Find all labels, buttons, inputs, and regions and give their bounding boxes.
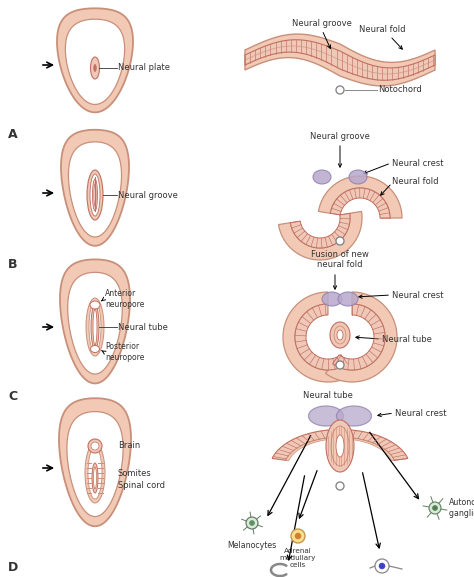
Polygon shape — [291, 213, 350, 248]
Text: Neural crest: Neural crest — [392, 290, 444, 299]
Polygon shape — [272, 429, 408, 460]
Polygon shape — [60, 260, 130, 384]
Circle shape — [336, 361, 344, 369]
Circle shape — [295, 533, 301, 539]
Ellipse shape — [334, 326, 346, 344]
Text: Neural tube: Neural tube — [303, 391, 353, 400]
Polygon shape — [67, 411, 123, 516]
Ellipse shape — [92, 179, 98, 211]
Ellipse shape — [91, 305, 99, 349]
Text: Neural groove: Neural groove — [118, 190, 178, 200]
Text: Somites: Somites — [118, 469, 152, 478]
Text: Fusion of new
neural fold: Fusion of new neural fold — [311, 250, 369, 269]
Text: Melanocytes: Melanocytes — [228, 541, 277, 550]
Ellipse shape — [338, 292, 358, 306]
Text: Posterior
neuropore: Posterior neuropore — [105, 342, 145, 362]
Text: Neural fold: Neural fold — [392, 177, 438, 185]
Text: Anterior
neuropore: Anterior neuropore — [105, 289, 145, 309]
Text: Notochord: Notochord — [378, 85, 422, 95]
Ellipse shape — [87, 170, 103, 220]
Ellipse shape — [93, 467, 97, 489]
Ellipse shape — [90, 301, 100, 309]
Circle shape — [375, 559, 389, 573]
Text: A: A — [8, 128, 18, 141]
Ellipse shape — [92, 463, 98, 493]
Ellipse shape — [337, 330, 343, 340]
Circle shape — [379, 563, 385, 569]
Ellipse shape — [313, 170, 331, 184]
Polygon shape — [283, 292, 355, 382]
Text: Autonomic
ganglion cells: Autonomic ganglion cells — [449, 499, 474, 518]
Circle shape — [246, 517, 258, 529]
Polygon shape — [245, 40, 435, 80]
Ellipse shape — [331, 426, 349, 466]
Polygon shape — [65, 19, 125, 104]
Text: Spinal cord: Spinal cord — [118, 481, 165, 490]
Ellipse shape — [88, 447, 102, 499]
Text: Neural crest: Neural crest — [395, 409, 447, 418]
Text: Brain: Brain — [118, 441, 140, 451]
Ellipse shape — [336, 435, 344, 457]
Polygon shape — [57, 8, 133, 113]
Text: C: C — [8, 390, 17, 403]
Polygon shape — [333, 304, 385, 370]
Polygon shape — [330, 188, 390, 218]
Polygon shape — [68, 142, 121, 237]
Ellipse shape — [88, 439, 102, 453]
Polygon shape — [319, 176, 402, 218]
Circle shape — [432, 505, 438, 511]
Polygon shape — [245, 34, 435, 86]
Text: B: B — [8, 258, 18, 271]
Text: Neural plate: Neural plate — [118, 63, 170, 73]
Ellipse shape — [91, 346, 100, 353]
Polygon shape — [295, 304, 347, 370]
Ellipse shape — [326, 420, 354, 472]
Text: Neural groove: Neural groove — [310, 132, 370, 141]
Polygon shape — [326, 292, 397, 382]
Ellipse shape — [91, 442, 99, 450]
Text: Neural tube: Neural tube — [118, 323, 168, 332]
Ellipse shape — [91, 57, 100, 79]
Ellipse shape — [94, 65, 96, 72]
Polygon shape — [61, 130, 129, 246]
Ellipse shape — [86, 298, 104, 356]
Circle shape — [291, 529, 305, 543]
Ellipse shape — [89, 302, 101, 352]
Ellipse shape — [93, 309, 97, 345]
Ellipse shape — [94, 184, 96, 206]
Text: Adrenal
medullary
cells: Adrenal medullary cells — [280, 548, 316, 568]
Ellipse shape — [85, 443, 105, 503]
Ellipse shape — [330, 322, 350, 348]
Circle shape — [429, 502, 441, 514]
Circle shape — [336, 237, 344, 245]
Polygon shape — [279, 211, 362, 260]
Circle shape — [336, 86, 344, 94]
Ellipse shape — [90, 174, 100, 216]
Ellipse shape — [337, 406, 372, 426]
Text: Neural fold: Neural fold — [359, 25, 405, 34]
Ellipse shape — [322, 292, 342, 306]
Text: Neural groove: Neural groove — [292, 19, 352, 28]
Circle shape — [249, 520, 255, 526]
Polygon shape — [68, 272, 122, 374]
Text: D: D — [8, 561, 18, 574]
Ellipse shape — [309, 406, 344, 426]
Text: Neural tube: Neural tube — [382, 335, 432, 343]
Ellipse shape — [349, 170, 367, 184]
Polygon shape — [59, 398, 131, 526]
Text: Neural crest: Neural crest — [392, 159, 444, 167]
Circle shape — [336, 482, 344, 490]
Polygon shape — [286, 437, 394, 461]
